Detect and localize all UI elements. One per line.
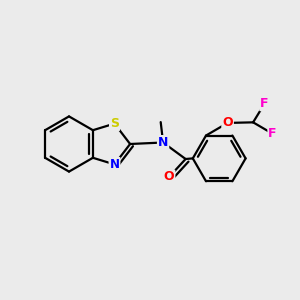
- Text: F: F: [268, 127, 277, 140]
- Text: F: F: [260, 97, 269, 110]
- Text: S: S: [110, 117, 119, 130]
- Text: N: N: [110, 158, 119, 171]
- Text: O: O: [222, 116, 233, 129]
- Text: O: O: [164, 170, 174, 184]
- Text: N: N: [158, 136, 168, 149]
